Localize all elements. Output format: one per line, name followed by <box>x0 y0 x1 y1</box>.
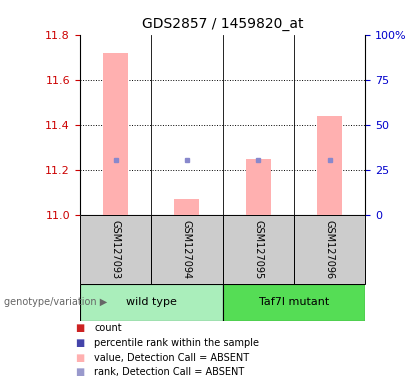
Text: GSM127095: GSM127095 <box>253 220 263 279</box>
Text: GSM127093: GSM127093 <box>110 220 121 279</box>
Text: ■: ■ <box>76 323 85 333</box>
Bar <box>223 284 365 321</box>
Bar <box>151 215 223 284</box>
Text: value, Detection Call = ABSENT: value, Detection Call = ABSENT <box>94 353 249 362</box>
Text: percentile rank within the sample: percentile rank within the sample <box>94 338 260 348</box>
Bar <box>80 215 151 284</box>
Title: GDS2857 / 1459820_at: GDS2857 / 1459820_at <box>142 17 303 31</box>
Text: rank, Detection Call = ABSENT: rank, Detection Call = ABSENT <box>94 367 245 377</box>
Bar <box>103 53 128 215</box>
Bar <box>174 199 199 215</box>
Text: ■: ■ <box>76 367 85 377</box>
Text: Taf7l mutant: Taf7l mutant <box>259 297 329 308</box>
Bar <box>317 116 342 215</box>
Bar <box>294 215 365 284</box>
Bar <box>246 159 271 215</box>
Text: count: count <box>94 323 122 333</box>
Text: GSM127096: GSM127096 <box>325 220 335 279</box>
Bar <box>80 284 223 321</box>
Text: ■: ■ <box>76 338 85 348</box>
Text: wild type: wild type <box>126 297 177 308</box>
Text: GSM127094: GSM127094 <box>182 220 192 279</box>
Bar <box>223 215 294 284</box>
Text: ■: ■ <box>76 353 85 362</box>
Text: genotype/variation ▶: genotype/variation ▶ <box>4 297 108 308</box>
